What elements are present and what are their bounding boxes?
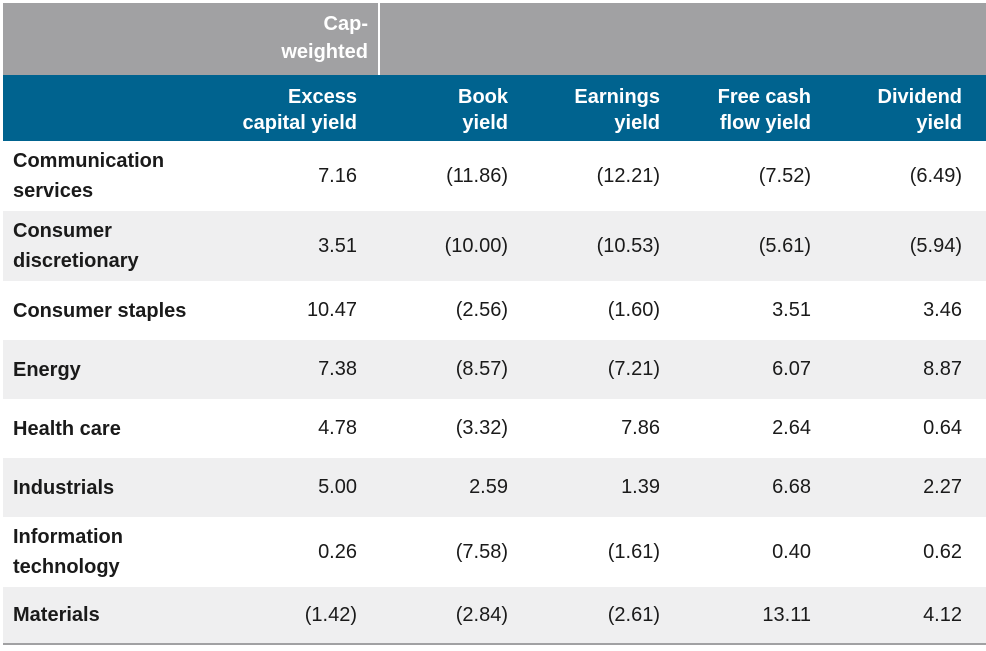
table-cell: 8.87 [923,358,962,380]
column-header-line: yield [614,112,660,134]
table-cell: 4.78 [318,417,357,439]
table-cell: (2.84) [455,603,508,626]
column-header-band [3,75,986,141]
column-header-line: yield [916,112,962,134]
column-header-line: capital yield [242,112,358,134]
group-header-cap-weighted: Cap-weighted [180,10,368,66]
table-cell: 7.86 [621,417,660,439]
table-cell: 2.27 [923,476,962,498]
row-label: Materials [13,587,233,643]
table-cell: (8.57) [455,358,508,380]
row-label-line: Consumer staples [13,299,187,322]
row-label-line: Materials [13,604,100,626]
table-cell: 3.46 [923,299,962,321]
table-cell: (10.00) [444,234,508,257]
table-cell: (7.52) [758,164,811,187]
row-label-line: Information [13,526,123,548]
table-cell: (5.94) [909,234,962,257]
table-cell: 3.51 [318,234,357,257]
table-cell: (2.56) [455,299,508,321]
table-cell: (10.53) [596,234,660,257]
table-cell: 0.40 [772,540,811,563]
group-header-band [3,3,986,75]
table-row: Consumer discretionary 3.51 (10.00) (10.53) (… [3,211,986,281]
row-label-line: services [13,180,94,202]
group-header-line-1: Cap- [323,13,368,35]
row-label-line: Communication [13,150,165,172]
table-row: Health care 4.78 (3.32) 7.86 2.64 0.64 [3,399,986,458]
table-cell: 2.64 [772,417,811,439]
column-header-5: Dividend yield [812,84,962,136]
row-label: Communication services [13,141,233,211]
row-label-line: Health care [13,417,121,440]
column-header-line: Excess [288,86,357,108]
row-label: Consumer staples [13,281,233,340]
table-cell: (1.60) [607,299,660,321]
table-cell: (11.86) [446,164,508,187]
column-header-line: yield [462,112,508,134]
table-cell: (1.61) [607,540,660,563]
bottom-rule [3,643,986,645]
column-header-line: flow yield [719,112,811,134]
table-cell: 13.11 [762,603,811,626]
table-cell: 10.47 [306,299,357,321]
table-cell: 0.62 [923,540,962,563]
column-header-1: Excess capital yield [207,84,358,136]
table-cell: 4.12 [923,603,962,626]
table-cell: (3.32) [455,417,508,439]
table-cell: 5.00 [318,476,357,498]
table-cell: (6.49) [909,164,962,187]
table-row: Energy 7.38 (8.57) (7.21) 6.07 8.87 [3,340,986,399]
table-cell: (5.61) [758,234,811,257]
table-cell: 0.64 [923,417,962,439]
row-label: Health care [13,399,233,458]
group-header-divider [378,3,380,75]
row-label: Information technology [13,517,233,587]
group-header-line-2: weighted [281,41,368,63]
table-cell: (2.61) [607,603,660,626]
table-cell: 3.51 [772,299,811,321]
table-row: Materials (1.42) (2.84) (2.61) 13.11 4.12 [3,587,986,643]
table-cell: (1.42) [304,603,357,626]
row-label-line: discretionary [13,250,139,272]
table-row: Communication services 7.16 (11.86) (12.21) (… [3,141,986,211]
row-label-line: Industrials [13,476,115,499]
column-header-2: Book yield [358,84,508,136]
column-header-3: Earnings yield [510,84,660,136]
column-header-line: Free cash [717,86,811,108]
column-header-line: Earnings [574,86,660,108]
row-label: Consumer discretionary [13,211,233,281]
table-cell: (7.21) [607,358,660,380]
table-row: Consumer staples 10.47 (2.56) (1.60) 3.51 3.4… [3,281,986,340]
table-cell: 2.59 [469,476,508,498]
column-header-line: Book [458,86,508,108]
table-cell: 6.68 [772,476,811,498]
table-cell: 6.07 [772,358,811,380]
row-label: Energy [13,340,233,399]
table-cell: (7.58) [455,540,508,563]
row-label: Industrials [13,458,233,517]
table-row: Information technology 0.26 (7.58) (1.61) 0.4… [3,517,986,587]
table-cell: 0.26 [318,540,357,563]
table-row: Industrials 5.00 2.59 1.39 6.68 2.27 [3,458,986,517]
column-header-line: Dividend [877,86,962,108]
table-cell: 7.16 [318,164,357,187]
row-label-line: technology [13,556,120,578]
table-cell: (12.21) [596,164,660,187]
table-cell: 7.38 [318,358,357,380]
column-header-4: Free cash flow yield [661,84,811,136]
row-label-line: Energy [13,358,81,381]
row-label-line: Consumer [13,220,112,242]
table-cell: 1.39 [621,476,660,498]
